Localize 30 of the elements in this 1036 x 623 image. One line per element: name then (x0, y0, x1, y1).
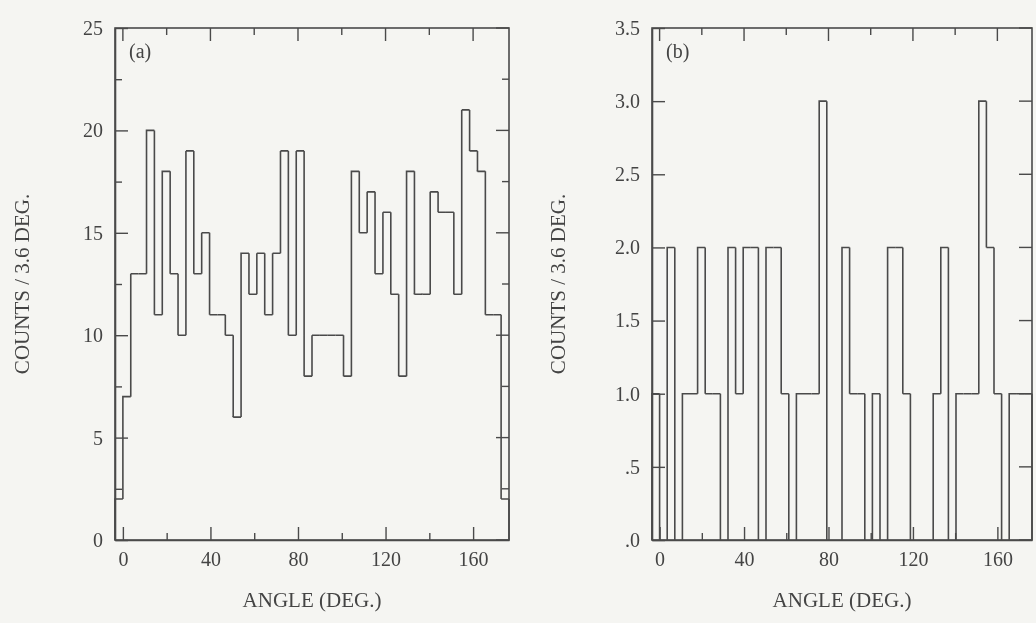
x-tick-label: 80 (288, 548, 309, 571)
x-tick-label: 160 (458, 548, 489, 571)
x-tick-label: 40 (734, 548, 755, 571)
y-tick-label: 20 (83, 119, 103, 142)
y-tick-label: 1.5 (615, 309, 640, 332)
y-tick-label: 15 (83, 221, 103, 244)
y-tick-label: 2.0 (615, 236, 640, 259)
x-tick-label: 160 (982, 548, 1013, 571)
y-tick-label: 1.0 (615, 382, 640, 405)
annotation: (a) (129, 40, 152, 63)
x-tick-label: 120 (898, 548, 929, 571)
x-tick-label: 0 (118, 548, 129, 571)
y-tick-label: 2.5 (615, 163, 640, 186)
annotation: (b) (666, 40, 690, 63)
x-tick-label: 40 (200, 548, 221, 571)
y-tick-label: 3.5 (615, 16, 640, 39)
y-tick-label: 3.0 (615, 90, 640, 113)
y-axis-title: COUNTS / 3.6 DEG. (545, 193, 570, 375)
y-tick-label: 5 (93, 426, 103, 449)
y-tick-label: .0 (625, 528, 640, 551)
x-tick-label: 0 (655, 548, 666, 571)
y-axis-title: COUNTS / 3.6 DEG. (9, 193, 34, 375)
x-tick-label: 80 (818, 548, 839, 571)
x-axis-title: ANGLE (DEG.) (772, 588, 912, 612)
x-tick-label: 120 (371, 548, 402, 571)
y-tick-label: 25 (83, 16, 103, 39)
y-tick-label: 10 (83, 324, 103, 347)
y-tick-label: .5 (625, 455, 640, 478)
x-axis-title: ANGLE (DEG.) (242, 588, 382, 612)
y-tick-label: 0 (93, 528, 103, 551)
